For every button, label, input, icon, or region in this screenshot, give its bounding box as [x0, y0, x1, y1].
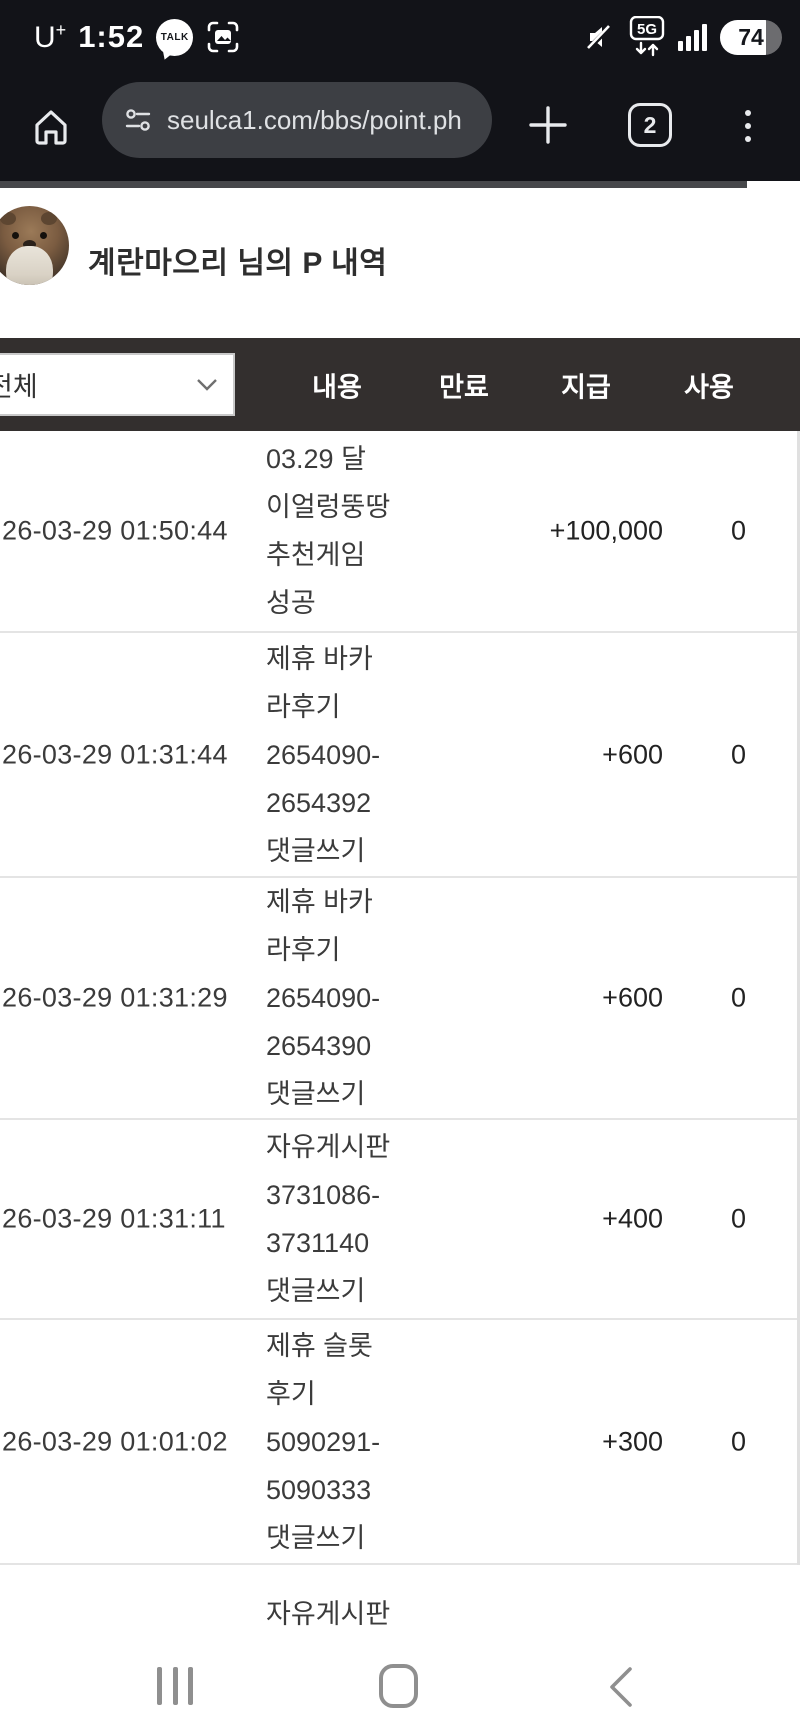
carrier-label: U+ — [34, 19, 67, 54]
points-table: 26-03-29 01:50:44 03.29 달 이얼렁뚱땅 추천게임 성공 … — [0, 431, 800, 1734]
table-row-partial: 자유게시판 — [0, 1565, 800, 1734]
tab-count: 2 — [643, 111, 657, 138]
row-content: 자유게시판 3731086- 3731140 댓글쓰기 — [266, 1132, 391, 1306]
status-clock: 1:52 — [78, 19, 145, 54]
recent-apps-button[interactable] — [157, 1667, 193, 1705]
table-header: 전체 내용 만료 지급 사용 — [0, 338, 800, 431]
table-row: 26-03-29 01:31:29 제휴 바카 라후기 2654090- 265… — [0, 878, 800, 1120]
row-grant-amount: +100,000 — [549, 515, 663, 546]
row-date: 26-03-29 01:31:11 — [2, 1203, 226, 1234]
new-tab-button[interactable] — [525, 102, 571, 148]
row-use-amount: 0 — [730, 982, 746, 1013]
column-header-content: 내용 — [312, 372, 362, 402]
table-row: 26-03-29 01:01:02 제휴 슬롯 후기 5090291- 5090… — [0, 1320, 800, 1565]
table-row: 26-03-29 01:31:44 제휴 바카 라후기 2654090- 265… — [0, 633, 800, 878]
network-5g-icon: 5G — [629, 16, 665, 57]
browser-chrome: U+ 1:52 TALK 5G — [0, 0, 800, 181]
column-header-expire: 만료 — [439, 372, 489, 402]
page-top-strip — [0, 181, 747, 188]
home-icon — [35, 110, 67, 145]
row-content: 제휴 바카 라후기 2654090- 2654390 댓글쓰기 — [266, 887, 381, 1109]
back-button[interactable] — [606, 1665, 634, 1709]
screenshot-notification-icon — [207, 21, 239, 53]
table-row: 26-03-29 01:31:11 자유게시판 3731086- 3731140… — [0, 1120, 800, 1320]
row-grant-amount: +400 — [602, 1203, 663, 1234]
table-row: 26-03-29 01:50:44 03.29 달 이얼렁뚱땅 추천게임 성공 … — [0, 431, 800, 633]
user-avatar — [0, 206, 69, 285]
signal-strength-icon — [678, 23, 707, 51]
filter-selected-value: 전체 — [0, 372, 38, 402]
row-grant-amount: +600 — [602, 982, 663, 1013]
row-grant-amount: +300 — [602, 1426, 663, 1456]
filter-dropdown[interactable]: 전체 — [0, 353, 235, 416]
status-bar-right: 5G 74 — [584, 14, 782, 60]
nav-home-button[interactable] — [379, 1664, 418, 1708]
recents-icon — [157, 1667, 162, 1705]
column-header-grant: 지급 — [561, 372, 611, 402]
url-bar[interactable]: seulca1.com/bbs/point.ph — [102, 82, 492, 158]
battery-percent: 74 — [738, 23, 764, 50]
row-use-amount: 0 — [730, 515, 746, 546]
row-use-amount: 0 — [730, 1426, 746, 1456]
mute-icon — [587, 25, 612, 49]
browser-toolbar: seulca1.com/bbs/point.ph 2 — [0, 76, 800, 181]
battery-fill — [720, 19, 766, 55]
row-content: 제휴 바카 라후기 2654090- 2654392 댓글쓰기 — [266, 643, 381, 866]
row-date: 26-03-29 01:31:44 — [2, 739, 228, 769]
row-content: 03.29 달 이얼렁뚱땅 추천게임 성공 — [266, 444, 391, 618]
status-bar-left: U+ 1:52 TALK — [34, 14, 241, 60]
row-date: 26-03-29 01:31:29 — [2, 982, 228, 1013]
kebab-menu-icon — [745, 110, 751, 116]
row-content: 제휴 슬롯 후기 5090291- 5090333 댓글쓰기 — [266, 1330, 381, 1553]
android-nav-bar — [0, 1638, 800, 1734]
column-header-use: 사용 — [684, 372, 734, 402]
battery-indicator: 74 — [720, 19, 782, 55]
row-date: 26-03-29 01:50:44 — [2, 515, 228, 546]
page-title: 계란마으리 님의 P 내역 — [88, 247, 388, 280]
row-date: 26-03-29 01:01:02 — [2, 1426, 228, 1456]
tab-switcher-button[interactable]: 2 — [628, 103, 672, 147]
row-use-amount: 0 — [730, 739, 746, 769]
plus-icon — [529, 106, 567, 144]
url-text: seulca1.com/bbs/point.ph — [167, 104, 462, 135]
row-use-amount: 0 — [730, 1203, 746, 1234]
site-settings-icon — [125, 109, 151, 131]
chevron-down-icon — [197, 379, 217, 391]
kakaotalk-notification-icon: TALK — [156, 18, 194, 56]
svg-text:5G: 5G — [637, 21, 657, 38]
browser-menu-button[interactable] — [735, 101, 761, 151]
row-grant-amount: +600 — [602, 739, 663, 769]
row-content: 자유게시판 — [266, 1599, 391, 1629]
table-right-border — [797, 431, 800, 1565]
home-button[interactable] — [28, 104, 74, 150]
